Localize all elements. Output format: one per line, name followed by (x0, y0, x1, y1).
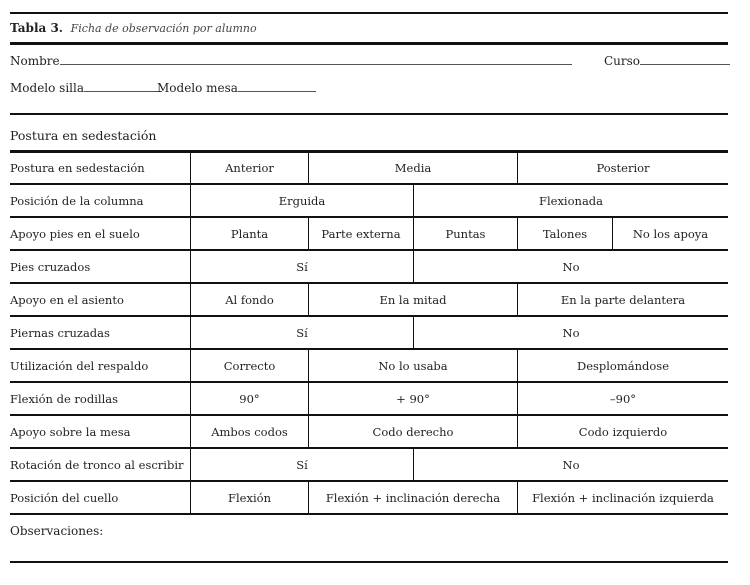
option-cell[interactable]: Planta (190, 218, 308, 249)
table-row: Apoyo sobre la mesa Ambos codos Codo derec… (10, 416, 728, 449)
option-cell[interactable]: + 90° (308, 383, 517, 414)
option-cell[interactable]: No lo usaba (308, 350, 517, 381)
curso-label: Curso (604, 54, 641, 68)
option-cell[interactable]: No los apoya (612, 218, 728, 249)
option-cell[interactable]: Media (308, 152, 517, 183)
modelo-silla-label: Modelo silla (10, 81, 84, 95)
option-cell[interactable]: Flexión + inclinación derecha (308, 482, 517, 513)
table-row: Rotación de tronco al escribir Sí No (10, 449, 728, 482)
option-cell[interactable]: Flexionada (413, 185, 728, 216)
modelo-mesa-field[interactable]: Modelo mesa (157, 81, 316, 95)
option-cell[interactable]: Ambos codos (190, 416, 308, 447)
table-row: Apoyo pies en el suelo Planta Parte extern… (10, 218, 728, 251)
modelo-silla-field[interactable]: Modelo silla (10, 81, 162, 95)
curso-field[interactable]: Curso (604, 54, 731, 68)
option-cell[interactable]: Codo derecho (308, 416, 517, 447)
table-row: Pies cruzados Sí No (10, 251, 728, 284)
modelo-silla-blank[interactable] (84, 81, 162, 92)
option-cell[interactable]: Sí (190, 317, 413, 348)
row-label: Rotación de tronco al escribir (10, 457, 184, 472)
row-label: Posición del cuello (10, 490, 119, 505)
option-cell[interactable]: Flexión (190, 482, 308, 513)
option-cell[interactable]: Posterior (517, 152, 728, 183)
table-row: Utilización del respaldo Correcto No lo us… (10, 350, 728, 383)
top-rule (10, 12, 728, 14)
caption-rule (10, 42, 728, 45)
option-cell[interactable]: No (413, 251, 728, 282)
modelo-mesa-label: Modelo mesa (157, 81, 238, 95)
observation-table: Postura en sedestación Anterior Media Poste… (10, 152, 728, 515)
option-cell[interactable]: Codo izquierdo (517, 416, 728, 447)
option-cell[interactable]: Parte externa (308, 218, 413, 249)
option-cell[interactable]: Flexión + inclinación izquierda (517, 482, 728, 513)
option-cell[interactable]: Al fondo (190, 284, 308, 315)
row-label: Utilización del respaldo (10, 358, 149, 373)
nombre-label: Nombre (10, 54, 60, 68)
option-cell[interactable]: Anterior (190, 152, 308, 183)
table-title: Ficha de observación por alumno (70, 22, 257, 35)
table-row: Apoyo en el asiento Al fondo En la mitad En… (10, 284, 728, 317)
curso-blank[interactable] (640, 54, 731, 65)
table-number: Tabla 3. (10, 21, 63, 35)
option-cell[interactable]: No (413, 317, 728, 348)
option-cell[interactable]: Sí (190, 251, 413, 282)
option-cell[interactable]: Desplomándose (517, 350, 728, 381)
option-cell[interactable]: Talones (517, 218, 612, 249)
table-top-rule (10, 150, 728, 153)
nombre-blank[interactable] (59, 54, 572, 65)
row-label: Apoyo sobre la mesa (10, 424, 131, 439)
option-cell[interactable]: Puntas (413, 218, 517, 249)
option-cell[interactable]: No (413, 449, 728, 480)
nombre-field[interactable]: Nombre (10, 54, 572, 68)
row-label: Apoyo pies en el suelo (10, 226, 140, 241)
table-row: Posición del cuello Flexión Flexión + incl… (10, 482, 728, 515)
option-cell[interactable]: Erguida (190, 185, 413, 216)
option-cell[interactable]: En la parte delantera (517, 284, 728, 315)
option-cell[interactable]: 90° (190, 383, 308, 414)
row-label: Piernas cruzadas (10, 325, 110, 340)
option-cell[interactable]: Sí (190, 449, 413, 480)
option-cell[interactable]: –90° (517, 383, 728, 414)
table-caption: Tabla 3. Ficha de observación por alumno (10, 21, 257, 35)
row-label: Pies cruzados (10, 259, 91, 274)
observations-label: Observaciones: (10, 524, 104, 538)
option-cell[interactable]: En la mitad (308, 284, 517, 315)
option-cell[interactable]: Correcto (190, 350, 308, 381)
table-row: Piernas cruzadas Sí No (10, 317, 728, 350)
table-row: Flexión de rodillas 90° + 90° –90° (10, 383, 728, 416)
row-label: Flexión de rodillas (10, 391, 119, 406)
row-label: Postura en sedestación (10, 160, 145, 175)
bottom-rule (10, 561, 728, 563)
table-row: Postura en sedestación Anterior Media Poste… (10, 152, 728, 185)
section-title: Postura en sedestación (10, 128, 157, 143)
table-row: Posición de la columna Erguida Flexionada (10, 185, 728, 218)
row-label: Apoyo en el asiento (10, 292, 124, 307)
modelo-mesa-blank[interactable] (237, 81, 316, 92)
row-label: Posición de la columna (10, 193, 144, 208)
section-rule (10, 113, 728, 115)
